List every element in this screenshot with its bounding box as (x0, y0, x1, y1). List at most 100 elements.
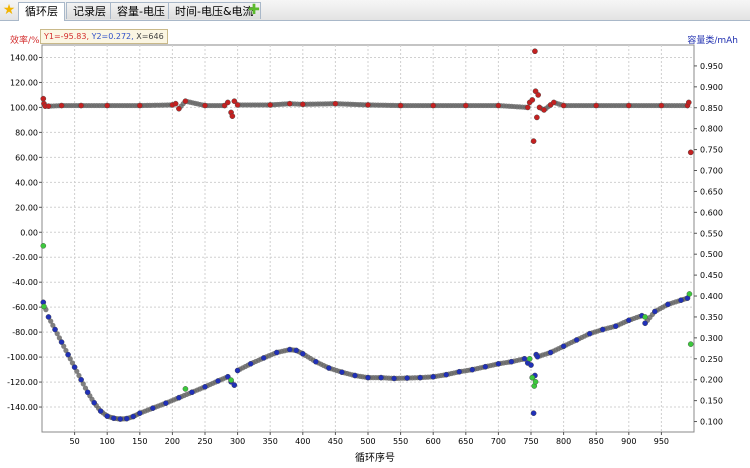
tab-cycle-layer[interactable]: 循环层 (18, 2, 65, 21)
data-point (234, 102, 241, 108)
data-point (78, 376, 84, 383)
y-right-tick-label: 0.500 (700, 250, 723, 259)
data-point (267, 102, 274, 108)
data-point (104, 413, 110, 419)
x-tick-label: 950 (654, 437, 669, 446)
data-point (40, 243, 47, 249)
y-right-tick-label: 0.550 (700, 229, 723, 238)
x-tick-label: 300 (230, 437, 245, 446)
data-point (58, 339, 65, 345)
tab-capacity-voltage[interactable]: 容量-电压 (110, 2, 172, 19)
data-point (110, 415, 117, 421)
data-point (551, 99, 557, 106)
data-point (665, 301, 671, 308)
data-point (530, 138, 537, 144)
y-left-tick-label: -100.00 (7, 353, 38, 362)
data-point (443, 371, 450, 378)
y-right-tick-label: 0.900 (700, 83, 723, 92)
data-point (535, 92, 541, 98)
data-point (462, 102, 469, 109)
data-band-point (69, 360, 76, 366)
x-tick-label: 900 (621, 437, 636, 446)
data-point (130, 413, 137, 420)
data-point (332, 100, 339, 107)
y-left-tick-label: 140.00 (10, 53, 38, 62)
add-tab-icon[interactable]: ✚ (248, 2, 260, 18)
x-tick-label: 150 (132, 437, 147, 446)
data-point (202, 102, 208, 109)
y-right-tick-label: 0.850 (700, 104, 723, 113)
y-left-tick-label: 0.00 (20, 228, 38, 237)
data-point (202, 384, 208, 390)
data-point (91, 399, 97, 406)
data-point (560, 343, 567, 350)
data-point (526, 355, 533, 362)
y-right-tick-label: 0.200 (700, 376, 723, 385)
data-point (586, 330, 593, 337)
x-tick-label: 100 (100, 437, 115, 446)
x-tick-label: 800 (556, 437, 571, 446)
data-band-point (74, 368, 80, 374)
data-point (123, 415, 130, 422)
y-left-tick-label: 100.00 (10, 103, 38, 112)
x-tick-label: 650 (458, 437, 473, 446)
readout-y1: Y1=-95.83, (44, 32, 90, 41)
data-point (182, 98, 189, 104)
data-point (560, 102, 567, 109)
y-right-axis-label: 容量类/mAh (687, 36, 738, 46)
data-point (482, 363, 489, 370)
data-point (456, 368, 463, 375)
y-left-tick-label: -80.00 (12, 328, 38, 337)
tab-label: 容量-电压 (117, 5, 165, 18)
data-band-point (56, 335, 62, 341)
y-left-tick-label: 120.00 (10, 78, 38, 87)
data-point (652, 308, 658, 315)
data-point (326, 365, 332, 371)
data-band-point (50, 322, 56, 328)
data-point (293, 347, 300, 354)
y-right-tick-label: 0.800 (700, 125, 723, 134)
y-left-tick-label: 80.00 (15, 128, 38, 137)
data-point (642, 320, 648, 327)
data-point (686, 291, 693, 297)
data-point (524, 104, 531, 111)
data-point (430, 373, 437, 380)
data-point (41, 303, 47, 310)
data-point (176, 394, 182, 401)
data-point (529, 374, 536, 381)
data-point (626, 102, 632, 109)
data-point (299, 350, 306, 357)
y-right-tick-label: 0.700 (700, 167, 723, 176)
y-right-tick-label: 0.250 (700, 355, 723, 364)
data-point (532, 378, 539, 385)
data-point (65, 351, 71, 358)
data-band-point (61, 343, 67, 349)
cursor-readout: Y1=-95.83, Y2=0.272, X=646 (40, 29, 168, 44)
star-icon[interactable]: ★ (2, 2, 16, 18)
data-point (508, 358, 515, 365)
tab-time-voltage-current[interactable]: 时间-电压&电流 (168, 2, 261, 19)
data-point (626, 317, 632, 324)
data-point (136, 410, 143, 416)
x-tick-label: 550 (393, 437, 408, 446)
data-point (378, 374, 384, 381)
tab-label: 时间-电压&电流 (175, 5, 254, 18)
data-band-point (82, 385, 89, 391)
y-left-tick-label: -140.00 (7, 403, 38, 412)
data-point (642, 314, 648, 320)
data-point (228, 377, 234, 383)
data-point (612, 323, 619, 329)
tab-label: 循环层 (25, 5, 58, 18)
data-point (136, 102, 143, 109)
data-point (273, 349, 280, 356)
x-tick-label: 400 (295, 437, 310, 446)
y-right-tick-label: 0.300 (700, 334, 723, 343)
y-right-tick-label: 0.650 (700, 187, 723, 196)
data-point (365, 102, 371, 108)
data-point (229, 113, 236, 119)
data-point (339, 369, 345, 375)
x-tick-label: 50 (70, 437, 80, 446)
data-point (45, 314, 52, 320)
data-point (71, 364, 78, 370)
